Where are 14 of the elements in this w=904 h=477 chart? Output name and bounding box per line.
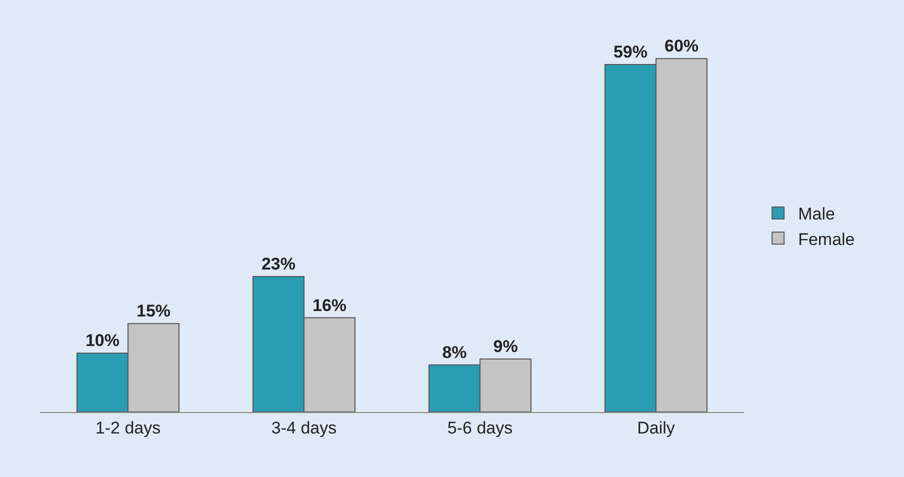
x-tick-label: 5-6 days: [447, 418, 513, 438]
data-label: 59%: [613, 42, 648, 62]
data-label: 9%: [493, 336, 518, 356]
x-tick-label: Daily: [637, 418, 676, 438]
legend-label: Male: [798, 204, 835, 224]
x-tick-label: 3-4 days: [271, 418, 337, 438]
data-label: 23%: [261, 254, 296, 274]
data-label: 10%: [85, 331, 120, 350]
legend-label: Female: [798, 230, 855, 249]
x-tick-label: 1-2 days: [95, 418, 161, 438]
data-label: 60%: [664, 36, 699, 56]
data-label: 16%: [312, 296, 347, 315]
data-label: 8%: [442, 342, 467, 362]
data-label: 15%: [136, 302, 171, 321]
